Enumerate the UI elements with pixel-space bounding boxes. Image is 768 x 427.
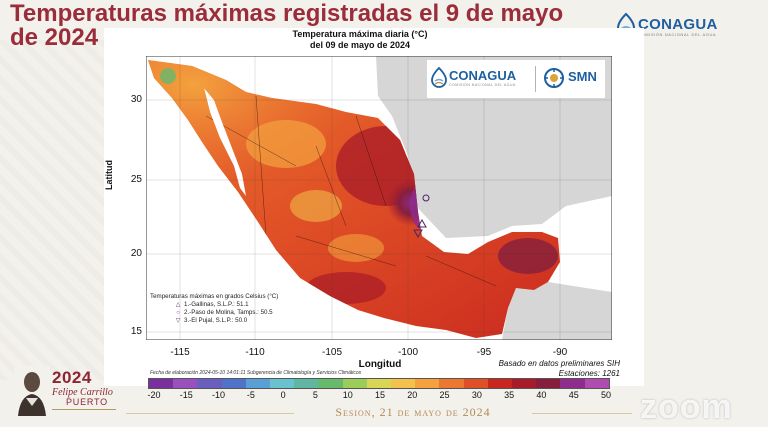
colorbar-segment (560, 379, 585, 388)
colorbar-tick-label: 20 (407, 390, 418, 400)
map-conagua-logo-text: CONAGUA (449, 68, 517, 83)
emblem-underline (52, 409, 116, 410)
colorbar-tick-label: -10 (212, 390, 226, 400)
colorbar-tick-label: 25 (439, 390, 450, 400)
map-title-line2: del 09 de mayo de 2024 (309, 40, 411, 50)
map-logos: CONAGUA COMISIÓN NACIONAL DEL AGUA SMN (427, 60, 605, 98)
colorbar-segment (149, 379, 174, 388)
session-footer: Sesion, 21 de mayo de 2024 (335, 405, 491, 419)
station-el-pujal-marker (413, 229, 423, 239)
legend-item: △ 1.-Gallinas, S.L.P.: 51.1 (150, 301, 330, 309)
legend-item: ▽ 3.-El Pujal, S.L.P.: 50.0 (150, 317, 330, 325)
grid-lines (146, 56, 612, 340)
y-tick-label: 15 (130, 326, 142, 337)
station-legend: Temperaturas máximas en grados Celsius (… (150, 293, 330, 335)
colorbar-segment (536, 379, 561, 388)
central-america-landmass (502, 282, 612, 340)
colorbar-segment (173, 379, 198, 388)
smn-logo: SMN (541, 63, 605, 95)
colorbar-tick-label: 10 (342, 390, 353, 400)
triangle-down-icon: ▽ (175, 318, 181, 324)
colorbar-tick-label: 5 (312, 390, 318, 400)
x-tick-label: -95 (476, 347, 492, 358)
colorbar-tick-label: 15 (374, 390, 385, 400)
source-text: Basado en datos preliminares SIH (498, 359, 620, 368)
colorbar-segment (415, 379, 440, 388)
stations-count: Estaciones: 1261 (558, 369, 620, 378)
temperature-colorbar (148, 378, 610, 389)
footer-divider-right (532, 413, 632, 414)
colorbar-segment (245, 379, 271, 388)
colorbar-segment (270, 379, 295, 388)
map-title: Temperatura máxima diaria (°C) del 09 de… (250, 29, 470, 51)
legend-item-label: 1.-Gallinas, S.L.P.: 51.1 (184, 301, 249, 308)
colorbar-segment (221, 379, 246, 388)
station-markers (413, 194, 430, 239)
y-tick-label: 20 (130, 248, 142, 259)
legend-item-label: 3.-El Pujal, S.L.P.: 50.0 (184, 317, 248, 324)
colorbar-segment (318, 379, 343, 388)
conagua-logo-text: CONAGUA (638, 16, 718, 33)
map-title-line1: Temperatura máxima diaria (°C) (292, 29, 428, 39)
emblem-place: PUERTO (66, 397, 108, 407)
station-paso-de-molina-marker (422, 194, 430, 202)
colorbar-segment (197, 379, 222, 388)
conagua-logo-icon (431, 66, 447, 88)
map-conagua-logo: CONAGUA COMISIÓN NACIONAL DEL AGUA (427, 62, 527, 96)
portrait-icon (14, 366, 50, 416)
temperature-map-svg (146, 56, 612, 340)
colorbar-tick-label: -15 (179, 390, 193, 400)
triangle-up-icon: △ (175, 302, 181, 308)
x-tick-label: -100 (397, 347, 418, 358)
elaboration-note: Fecha de elaboración 2024-05-10 14:01:11… (150, 370, 362, 376)
colorbar-segment (294, 379, 319, 388)
colorbar-segment (512, 379, 537, 388)
legend-item: ○ 2.-Paso de Molina, Tamps.: 50.5 (150, 309, 330, 317)
map-conagua-logo-subtitle: COMISIÓN NACIONAL DEL AGUA (449, 83, 516, 87)
y-tick-label: 25 (130, 174, 142, 185)
legend-title: Temperaturas máximas en grados Celsius (… (150, 293, 279, 300)
slide-title: Temperaturas máximas registradas el 9 de… (10, 0, 564, 51)
colorbar-segment (584, 379, 609, 388)
colorbar-tick-label: 30 (471, 390, 482, 400)
data-source-note: Basado en datos preliminares SIH Estacio… (470, 359, 620, 379)
footer-divider-left (126, 413, 294, 414)
colorbar-tick-label: 50 (600, 390, 611, 400)
circle-icon: ○ (176, 310, 180, 316)
colorbar-segment (487, 379, 513, 388)
colorbar-tick-label: 35 (504, 390, 515, 400)
government-emblem: 2024 Felipe Carrillo PUERTO (14, 366, 124, 424)
x-tick-label: -105 (321, 347, 342, 358)
emblem-year: 2024 (52, 368, 92, 387)
conagua-logo-subtitle: COMISIÓN NACIONAL DEL AGUA (638, 32, 717, 37)
colorbar-segment (463, 379, 488, 388)
usa-landmass (376, 56, 612, 238)
colorbar-segment (366, 379, 392, 388)
colorbar-segment (391, 379, 416, 388)
x-tick-label: -90 (552, 347, 568, 358)
legend-item-label: 2.-Paso de Molina, Tamps.: 50.5 (184, 309, 273, 316)
zoom-watermark: zoom (640, 388, 733, 426)
station-gallinas-marker (417, 218, 427, 228)
temperature-map (146, 56, 612, 340)
smn-logo-text: SMN (568, 69, 597, 84)
y-axis-title: Latitud (104, 160, 114, 190)
x-axis-title: Longitud (358, 359, 402, 370)
x-tick-label: -115 (170, 347, 190, 358)
y-tick-label: 30 (130, 94, 142, 105)
colorbar-segment (342, 379, 367, 388)
colorbar-tick-label: 0 (280, 390, 286, 400)
colorbar-segment (439, 379, 464, 388)
logo-divider (535, 66, 536, 92)
colorbar-tick-label: -20 (147, 390, 161, 400)
smn-logo-icon (544, 68, 564, 88)
emblem-name: Felipe Carrillo (52, 387, 113, 398)
colorbar-tick-label: 45 (568, 390, 579, 400)
colorbar-tick-label: 40 (536, 390, 547, 400)
colorbar-tick-label: -5 (246, 390, 255, 400)
x-tick-label: -110 (245, 347, 265, 358)
